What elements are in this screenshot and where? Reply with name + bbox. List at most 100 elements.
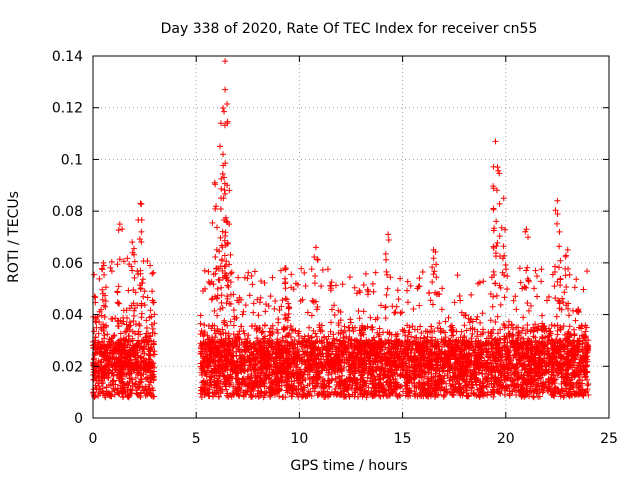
data-point [442,318,449,325]
data-point [284,324,291,331]
data-point [331,311,338,318]
data-point [110,373,117,380]
data-point [150,299,157,306]
data-point [101,335,108,342]
data-point [448,385,455,392]
grid-layer [93,56,609,418]
data-point [148,338,155,345]
data-point [114,323,121,330]
data-point [149,270,156,277]
data-point [141,288,148,295]
data-point [245,332,252,339]
data-point [285,300,292,307]
data-point [127,338,134,345]
data-point [301,269,308,276]
data-point [208,296,215,303]
data-point [135,328,142,335]
data-point [230,307,237,314]
data-point [130,351,137,358]
data-point [367,314,374,321]
data-point [118,350,125,357]
data-point [391,309,398,316]
data-point [254,335,261,342]
data-point [131,258,138,265]
data-point [116,256,123,263]
data-point [439,285,446,292]
data-point [205,278,212,285]
data-point [99,388,106,395]
data-point [206,280,213,287]
data-point [150,269,157,276]
data-point [147,307,154,314]
data-point [100,351,107,358]
data-point [108,268,115,275]
data-point [525,307,532,314]
data-point [426,290,433,297]
data-point [121,363,128,370]
data-point [372,269,379,276]
data-point [148,313,155,320]
data-point [124,393,131,400]
data-point [117,371,124,378]
data-point [304,309,311,316]
data-point [553,313,560,320]
data-point [404,287,411,294]
data-point [133,387,140,394]
data-point [480,278,487,285]
data-point [140,258,147,265]
data-point [539,312,546,319]
data-point [127,322,134,329]
data-point [394,287,401,294]
data-point [397,310,404,317]
data-point [134,340,141,347]
data-point [308,266,315,273]
data-point [128,389,135,396]
data-point [138,376,145,383]
data-point [125,394,132,401]
data-point [416,275,423,282]
data-point [122,371,129,378]
data-point [245,269,252,276]
data-point [144,390,151,397]
data-point [332,282,339,289]
data-point [120,355,127,362]
data-point [131,330,138,337]
data-point [99,377,106,384]
data-point [92,350,99,357]
data-point [362,270,369,277]
data-point [111,391,118,398]
data-point [137,379,144,386]
data-point [120,307,127,314]
data-point [250,300,257,307]
data-point [497,301,504,308]
data-point [241,330,248,337]
data-point [288,326,295,333]
data-point [560,323,567,330]
data-point [433,274,440,281]
data-point [129,376,136,383]
data-point [454,272,461,279]
data-point [224,282,231,289]
data-point [255,394,262,401]
data-point [533,273,540,280]
data-point [402,338,409,345]
data-point [440,392,447,399]
data-point [271,305,278,312]
data-point [150,377,157,384]
data-point [144,375,151,382]
data-point [137,331,144,338]
data-point [127,359,134,366]
data-point [477,319,484,326]
data-point [151,330,158,337]
data-point [146,333,153,340]
data-point [464,393,471,400]
data-point [95,339,102,346]
data-point [121,347,128,354]
data-point [91,271,98,278]
data-point [114,359,121,366]
data-point [115,342,122,349]
data-point [357,289,364,296]
data-point [109,378,116,385]
data-point [140,337,147,344]
data-point [93,377,100,384]
